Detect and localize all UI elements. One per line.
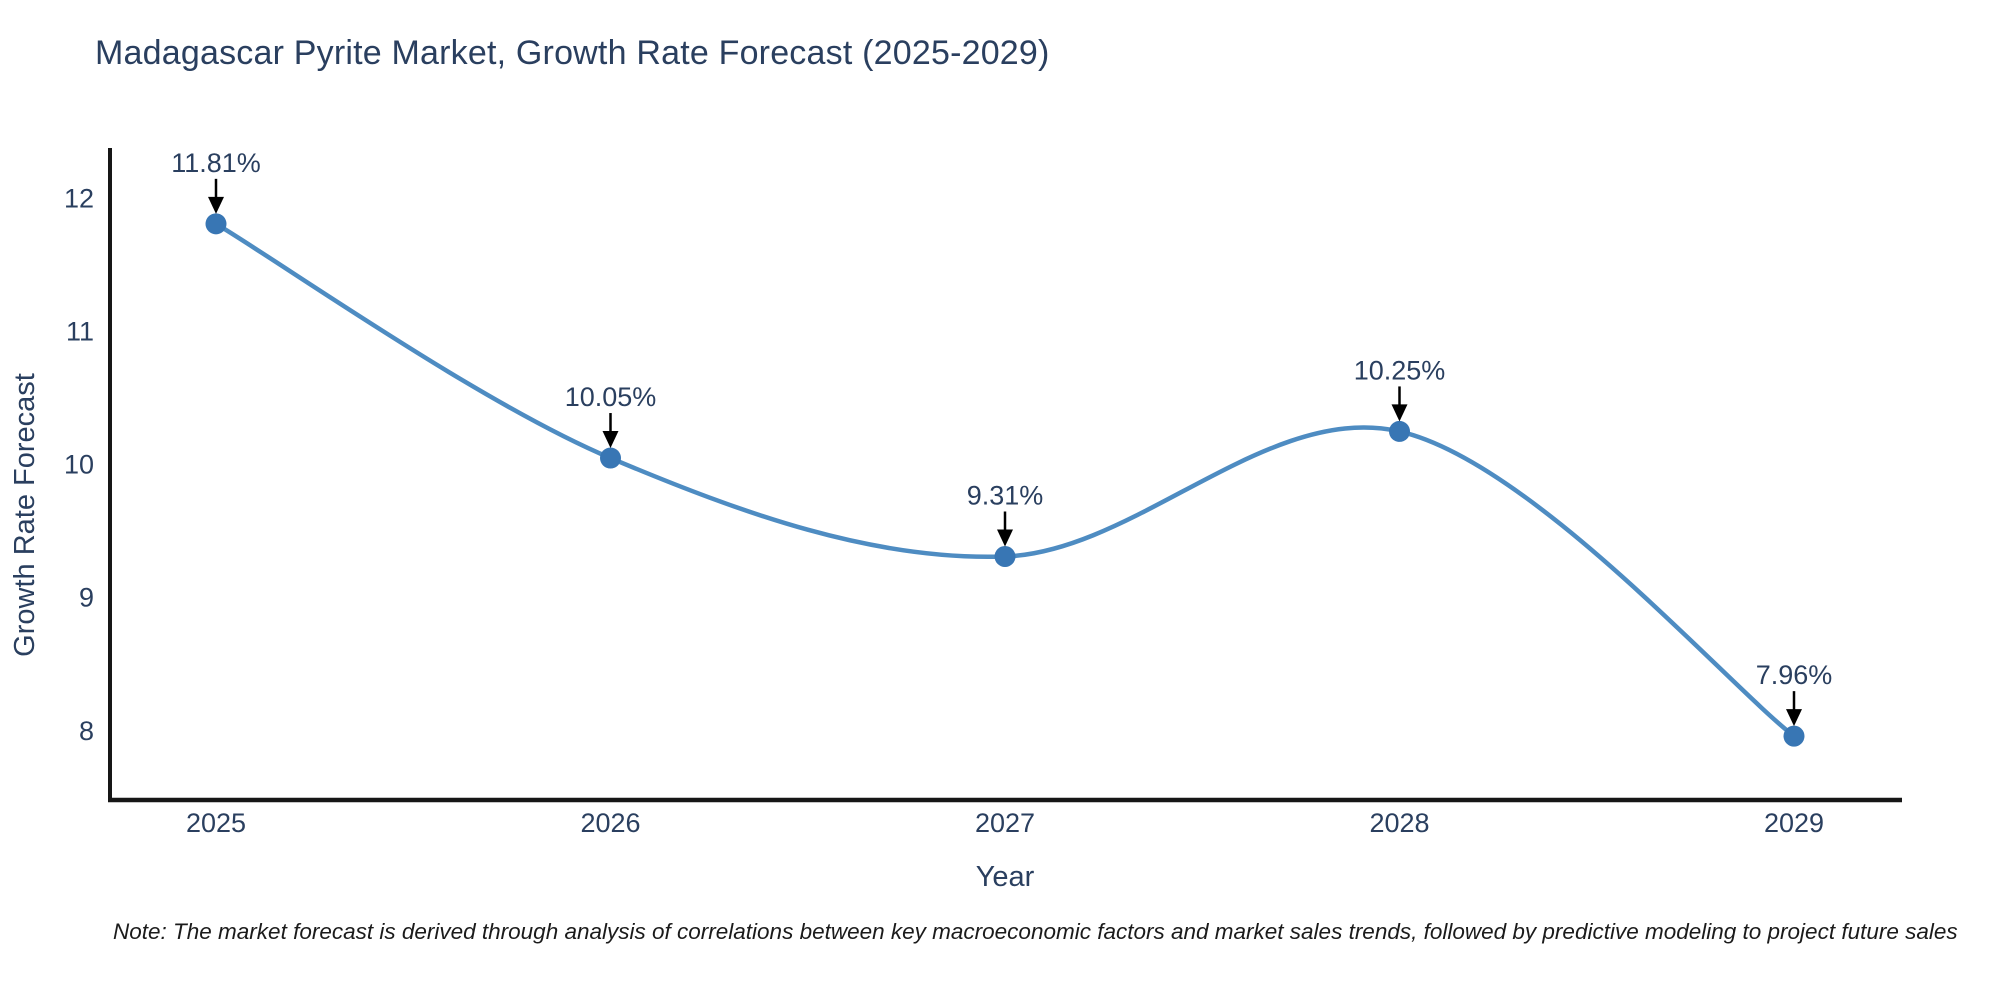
annotation-arrowhead bbox=[997, 529, 1013, 547]
x-tick-label: 2028 bbox=[1369, 808, 1429, 838]
annotation-arrowhead bbox=[602, 431, 619, 449]
y-axis-title: Growth Rate Forecast bbox=[9, 373, 41, 657]
annotation-label: 9.31% bbox=[967, 480, 1044, 510]
x-tick-label: 2025 bbox=[186, 808, 246, 838]
data-point-marker[interactable] bbox=[1389, 420, 1410, 442]
x-axis-title: Year bbox=[976, 861, 1035, 893]
data-point-marker[interactable] bbox=[205, 213, 227, 235]
y-tick-label: 8 bbox=[79, 716, 94, 746]
data-point-marker[interactable] bbox=[994, 545, 1016, 567]
annotation-label: 10.25% bbox=[1354, 355, 1446, 385]
annotation-arrowhead bbox=[1391, 404, 1408, 422]
annotation-label: 7.96% bbox=[1756, 660, 1833, 690]
annotation-label: 10.05% bbox=[565, 382, 657, 412]
series-layer: 8 9 10 11 12 2025 2026 2027 2028 2029 11.81% 10.05%… bbox=[64, 148, 1832, 838]
annotation-arrowhead bbox=[208, 196, 224, 214]
annotation-label: 11.81% bbox=[171, 148, 261, 178]
y-tick-label: 9 bbox=[79, 583, 94, 613]
annotation-arrowhead bbox=[1786, 709, 1802, 727]
x-tick-label: 2029 bbox=[1764, 808, 1824, 838]
y-tick-label: 10 bbox=[64, 450, 94, 480]
chart-title: Madagascar Pyrite Market, Growth Rate Fo… bbox=[95, 34, 1050, 72]
x-tick-label: 2027 bbox=[975, 808, 1035, 838]
y-tick-label: 12 bbox=[64, 184, 94, 214]
x-tick-label: 2026 bbox=[580, 808, 640, 838]
footnote: Note: The market forecast is derived thr… bbox=[113, 919, 1958, 944]
y-tick-label: 11 bbox=[66, 317, 94, 347]
data-point-marker[interactable] bbox=[1783, 725, 1805, 747]
data-point-marker[interactable] bbox=[600, 447, 621, 469]
